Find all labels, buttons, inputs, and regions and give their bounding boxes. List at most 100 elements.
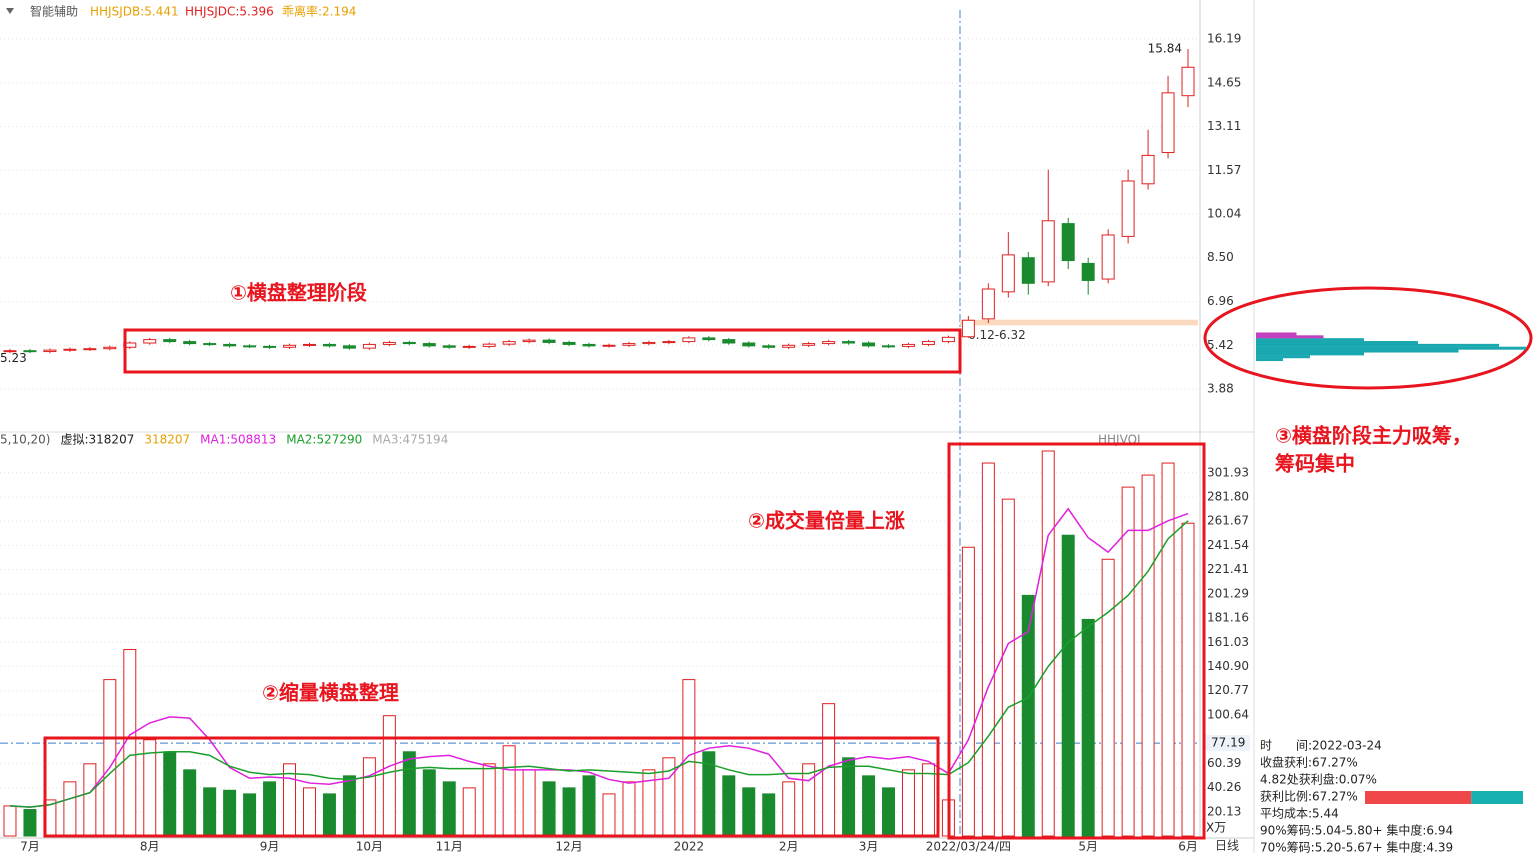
- volume-bar: [402, 751, 416, 837]
- ref-label: 77.19: [1211, 736, 1245, 750]
- high-label: 15.84: [1148, 42, 1182, 56]
- volume-bar: [263, 781, 277, 837]
- info-line: 4.82处获利盘:0.07%: [1260, 772, 1377, 787]
- band-label: 6.12-6.32: [968, 328, 1026, 342]
- y-tick-label: 16.19: [1207, 32, 1241, 46]
- volume-bar: [921, 763, 935, 837]
- y-tick-label: 261.67: [1207, 514, 1249, 528]
- candle-body: [901, 343, 915, 347]
- chip-bar: [1256, 355, 1310, 359]
- volume-bar: [342, 775, 356, 837]
- y-tick-label: 60.39: [1207, 756, 1241, 770]
- volume-bar: [522, 769, 536, 837]
- candle-body: [961, 319, 975, 338]
- candle-body: [941, 336, 955, 343]
- candle-body: [862, 342, 876, 347]
- candle-body: [981, 288, 995, 320]
- y-tick-label: 120.77: [1207, 683, 1249, 697]
- candle-body: [482, 343, 496, 347]
- chip-bar: [1256, 332, 1297, 336]
- chip-bar: [1256, 349, 1459, 353]
- volume-bar: [602, 793, 616, 837]
- info-line: 70%筹码:5.20-5.67+ 集中度:4.39: [1260, 840, 1453, 853]
- x-tick-label: 11月: [436, 840, 463, 853]
- annotation: ②缩量横盘整理: [262, 681, 399, 705]
- volume-bar: [382, 715, 396, 837]
- volume-bar: [1061, 534, 1075, 837]
- y-tick-label: 221.41: [1207, 562, 1249, 576]
- candle-body: [802, 343, 816, 346]
- indicator-value: HHJSJDC:5.396: [185, 5, 274, 19]
- volume-bar: [362, 757, 376, 837]
- candle-body: [682, 337, 696, 343]
- volume-bar: [1161, 462, 1175, 837]
- candle-body: [382, 341, 396, 345]
- candle-body: [1001, 254, 1015, 293]
- legend-item: 虚拟:318207: [60, 433, 134, 447]
- annotation: 筹码集中: [1275, 452, 1355, 476]
- y-tick-label: 20.13: [1207, 804, 1241, 818]
- candle-body: [522, 339, 536, 343]
- y-tick-label: 6.96: [1207, 294, 1234, 308]
- y-tick-label: 14.65: [1207, 75, 1241, 89]
- info-line: 收盘获利:67.27%: [1260, 755, 1358, 770]
- y-tick-label: 161.03: [1207, 635, 1249, 649]
- candle-body: [542, 339, 556, 343]
- candle-body: [203, 343, 217, 346]
- x-tick-label: 9月: [260, 840, 280, 853]
- volume-bar: [901, 769, 915, 837]
- volume-bar: [1001, 498, 1015, 837]
- candle-body: [83, 348, 97, 351]
- volume-bar: [83, 763, 97, 837]
- candle-body: [502, 341, 516, 345]
- x-tick-label: 2022: [674, 840, 705, 853]
- candle-body: [602, 344, 616, 347]
- candle-body: [223, 343, 237, 347]
- candle-body: [582, 343, 596, 347]
- volume-bar: [243, 793, 257, 837]
- volume-bar: [482, 763, 496, 837]
- candle-body: [163, 339, 177, 343]
- chip-bar: [1256, 335, 1324, 339]
- volume-bar: [183, 769, 197, 837]
- volume-bar: [782, 781, 796, 837]
- chip-bar: [1256, 358, 1283, 362]
- y-tick-label: 11.57: [1207, 163, 1241, 177]
- y-tick-label: 140.90: [1207, 659, 1249, 673]
- edge-label: 5.23: [0, 351, 27, 365]
- candle-body: [3, 350, 17, 353]
- candle-body: [1181, 66, 1195, 97]
- volume-bar: [3, 805, 17, 837]
- volume-bar: [23, 809, 37, 837]
- highlight-ellipse: [1203, 286, 1533, 390]
- annotation: ①横盘整理阶段: [230, 281, 367, 305]
- volume-bar: [542, 781, 556, 837]
- legend-item: 5,10,20): [0, 433, 50, 447]
- ma-line: [9, 520, 1189, 808]
- legend-item: MA2:527290: [286, 433, 362, 447]
- volume-bar: [502, 745, 516, 837]
- profit-bar: [1365, 791, 1472, 804]
- y-tick-label: 3.88: [1207, 382, 1234, 396]
- y-tick-label: 10.04: [1207, 206, 1241, 220]
- indicator-name: 智能辅助: [30, 4, 78, 19]
- y-tick-label: 241.54: [1207, 538, 1249, 552]
- x-tick-label: 3月: [859, 840, 879, 853]
- info-line: 时 间:2022-03-24: [1260, 739, 1382, 753]
- candle-body: [422, 343, 436, 347]
- volume-bar: [582, 775, 596, 837]
- volume-bar: [1121, 486, 1135, 837]
- menu-icon[interactable]: [6, 8, 14, 14]
- candle-body: [243, 345, 257, 348]
- chip-bar: [1256, 341, 1418, 345]
- indicator-value: HHJSJDB:5.441: [90, 5, 179, 19]
- candle-body: [183, 341, 197, 345]
- volume-bar: [562, 787, 576, 837]
- chip-bar: [1256, 338, 1364, 342]
- x-tick-label: 5月: [1078, 840, 1098, 853]
- volume-bar: [462, 787, 476, 837]
- candle-body: [442, 345, 456, 348]
- volume-bar: [63, 781, 77, 837]
- volume-bar: [103, 679, 117, 837]
